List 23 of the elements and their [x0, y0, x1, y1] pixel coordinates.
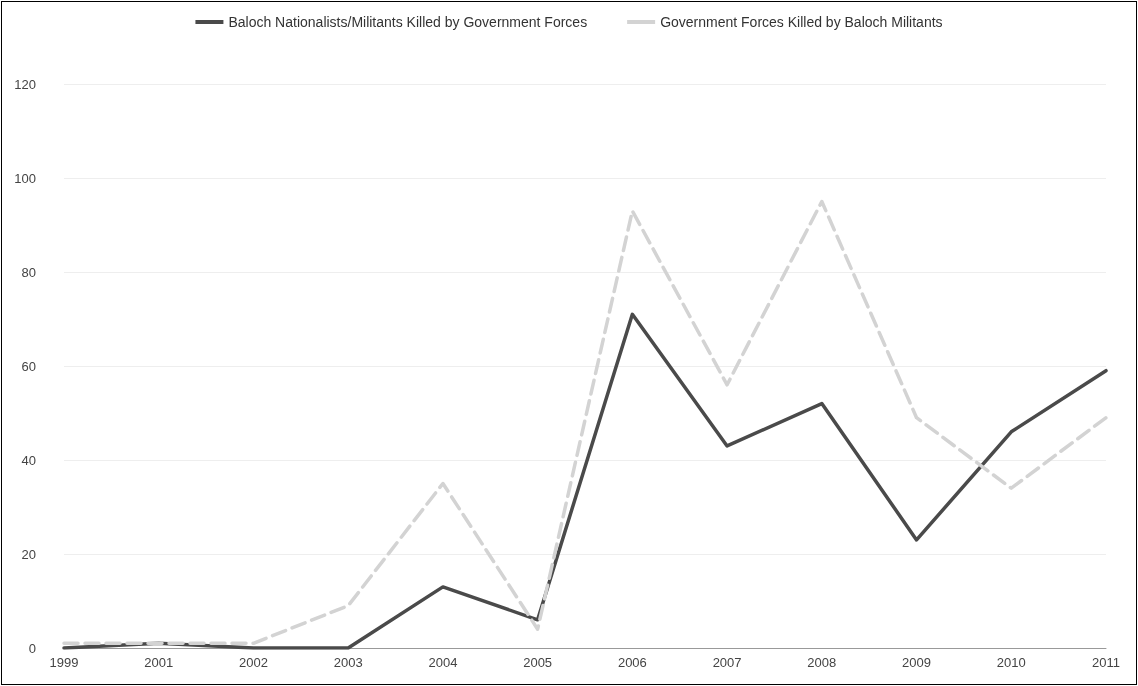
line-series [62, 312, 1108, 650]
x-tick-label: 1999 [49, 655, 79, 670]
legend-label: Government Forces Killed by Baloch Militants [660, 14, 943, 30]
y-tick-label: 20 [21, 546, 36, 562]
y-tick-label: 60 [21, 358, 36, 374]
legend-label: Baloch Nationalists/Militants Killed by Government Forces [228, 14, 588, 30]
x-tick-label: 2010 [996, 655, 1026, 670]
x-tick-label: 2009 [902, 655, 932, 670]
x-tick-label: 2003 [333, 655, 363, 670]
y-tick-label: 100 [14, 170, 36, 186]
x-tick-label: 2004 [428, 655, 458, 670]
y-tick-label: 120 [14, 76, 36, 92]
x-tick-label: 2007 [712, 655, 742, 670]
x-tick-label: 2002 [238, 655, 268, 670]
x-tick-label: 2001 [144, 655, 174, 670]
x-tick-label: 2008 [807, 655, 837, 670]
line-series [62, 199, 1108, 646]
x-tick-label: 2011 [1092, 655, 1120, 670]
x-tick-label: 2006 [617, 655, 647, 670]
x-tick-label: 2005 [523, 655, 553, 670]
y-tick-label: 80 [21, 264, 36, 280]
y-tick-label: 40 [21, 452, 36, 468]
y-tick-label: 0 [28, 640, 36, 656]
